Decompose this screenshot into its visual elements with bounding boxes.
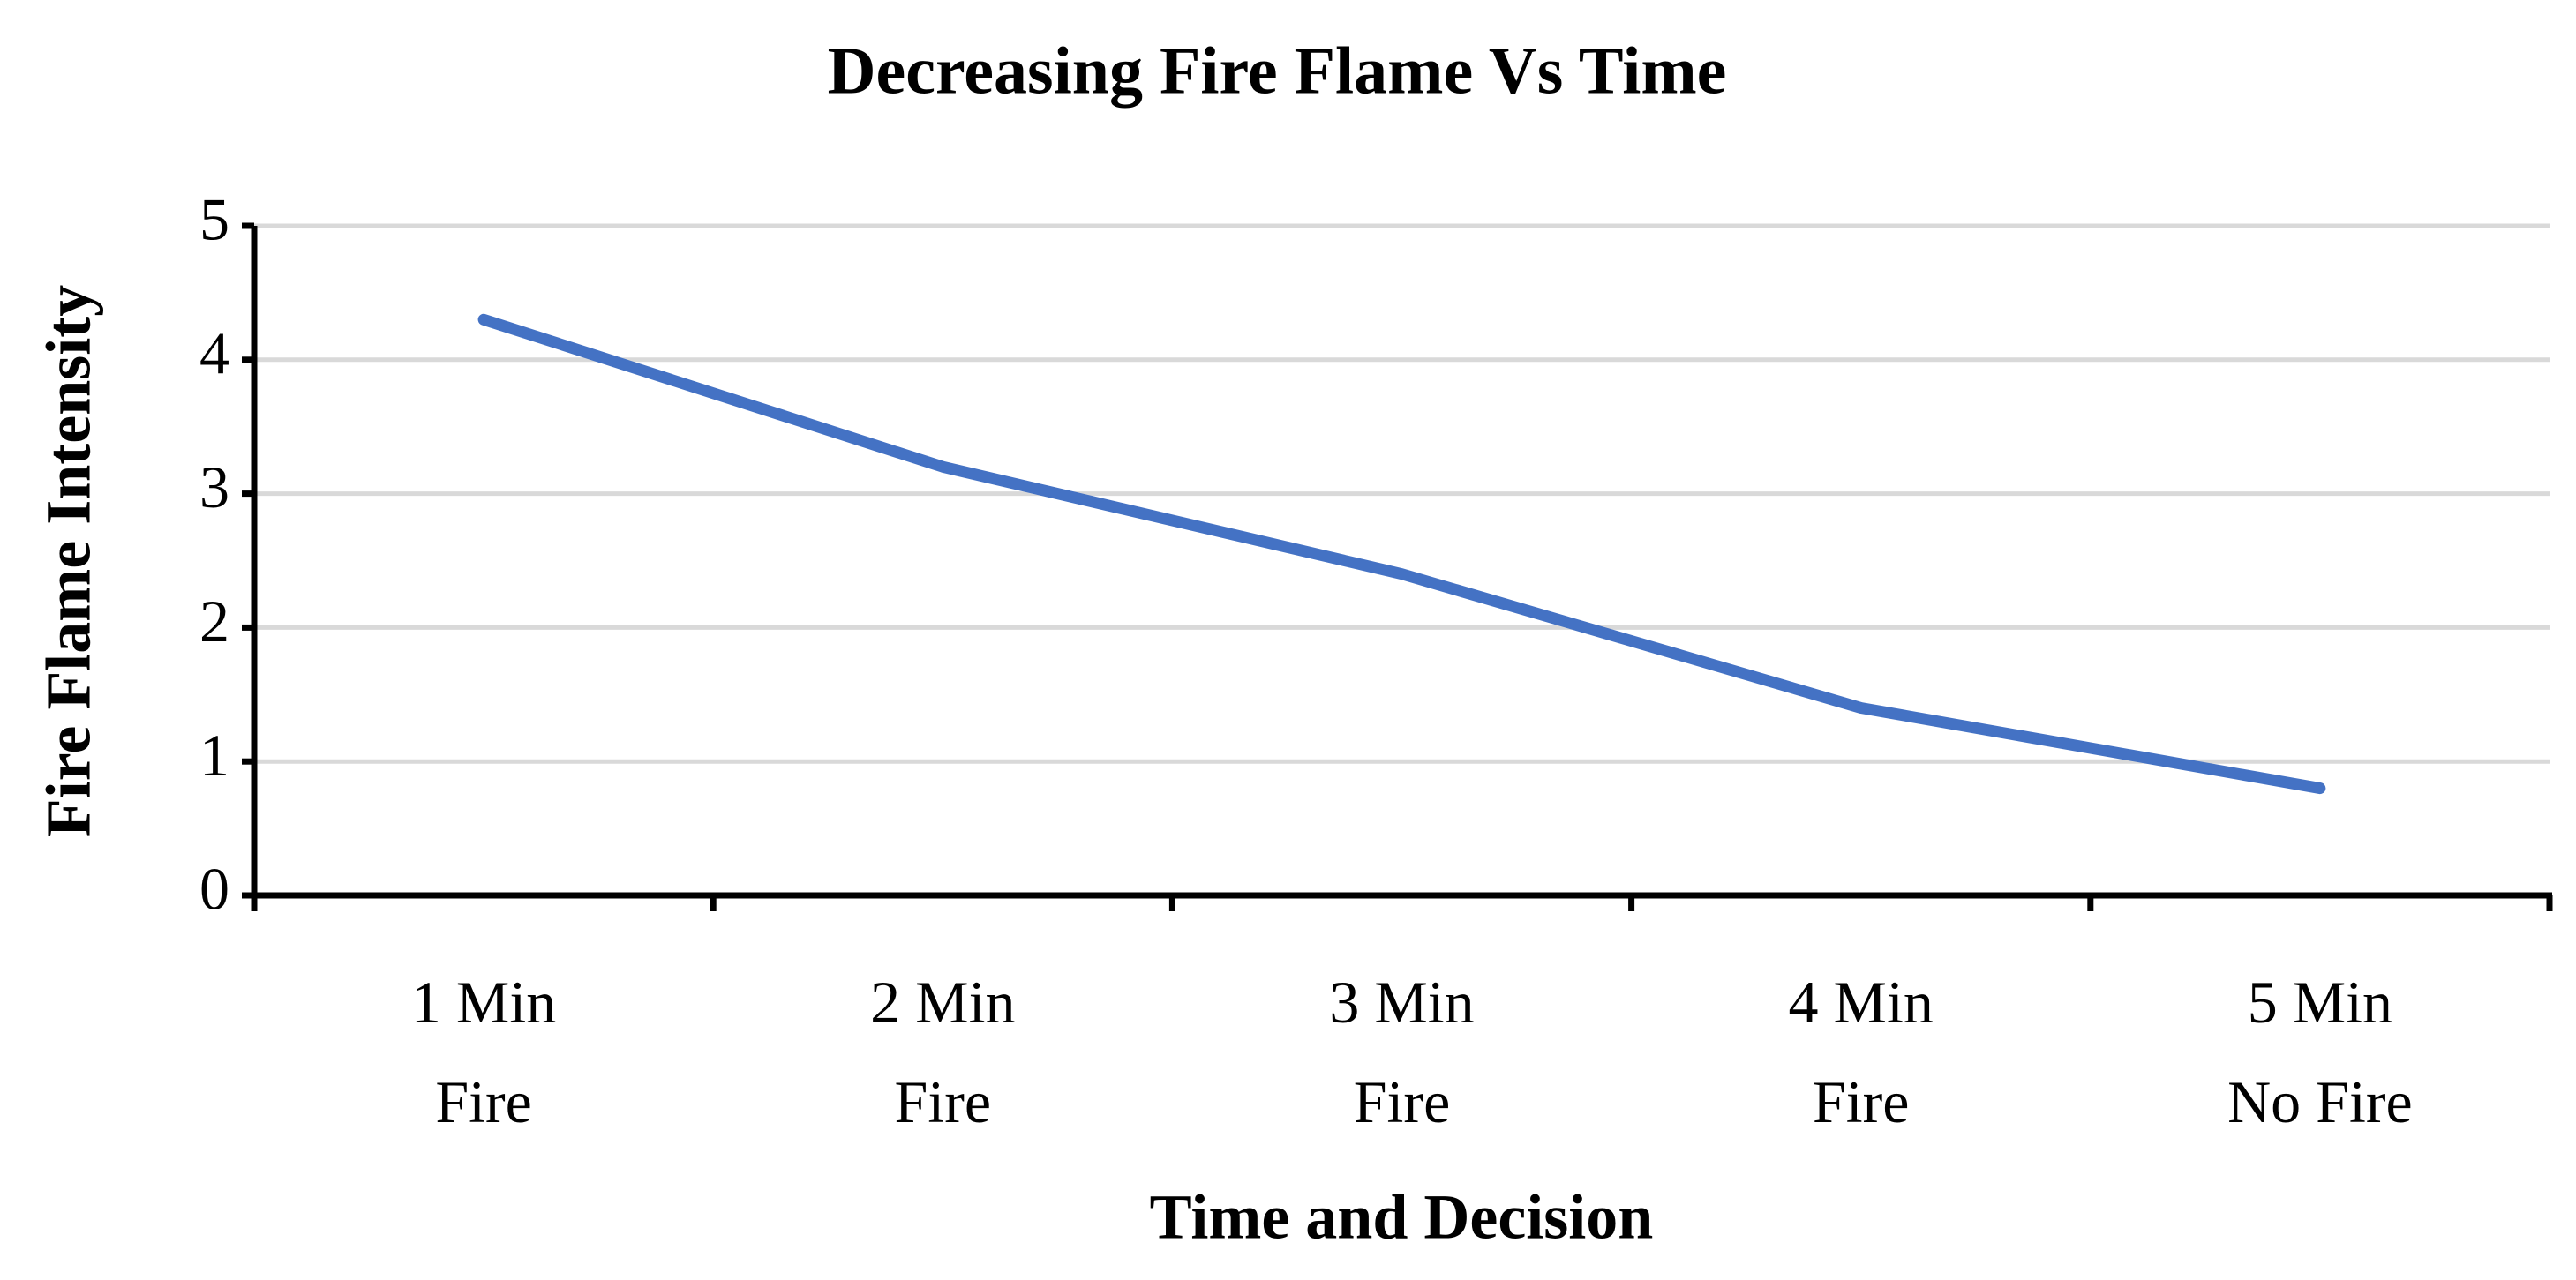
data-line xyxy=(477,313,2326,795)
y-tick-label: 5 xyxy=(199,186,229,253)
y-axis-title: Fire Flame Intensity xyxy=(34,285,104,838)
y-tick-label: 2 xyxy=(199,588,229,655)
x-tick-label: 3 Min Fire xyxy=(1329,969,1475,1135)
x-tick-label: 2 Min Fire xyxy=(870,969,1016,1135)
y-tick-label: 4 xyxy=(199,319,229,386)
y-tick-label: 1 xyxy=(199,722,229,789)
chart-title: Decreasing Fire Flame Vs Time xyxy=(828,34,1727,108)
x-tick-label: 4 Min Fire xyxy=(1788,969,1934,1135)
x-tick-label: 5 Min No Fire xyxy=(2227,969,2413,1135)
y-tick-label: 3 xyxy=(199,453,229,520)
x-tick-label: 1 Min Fire xyxy=(410,969,557,1135)
x-axis-title: Time and Decision xyxy=(1150,1182,1654,1253)
y-tick-label: 0 xyxy=(199,856,229,923)
